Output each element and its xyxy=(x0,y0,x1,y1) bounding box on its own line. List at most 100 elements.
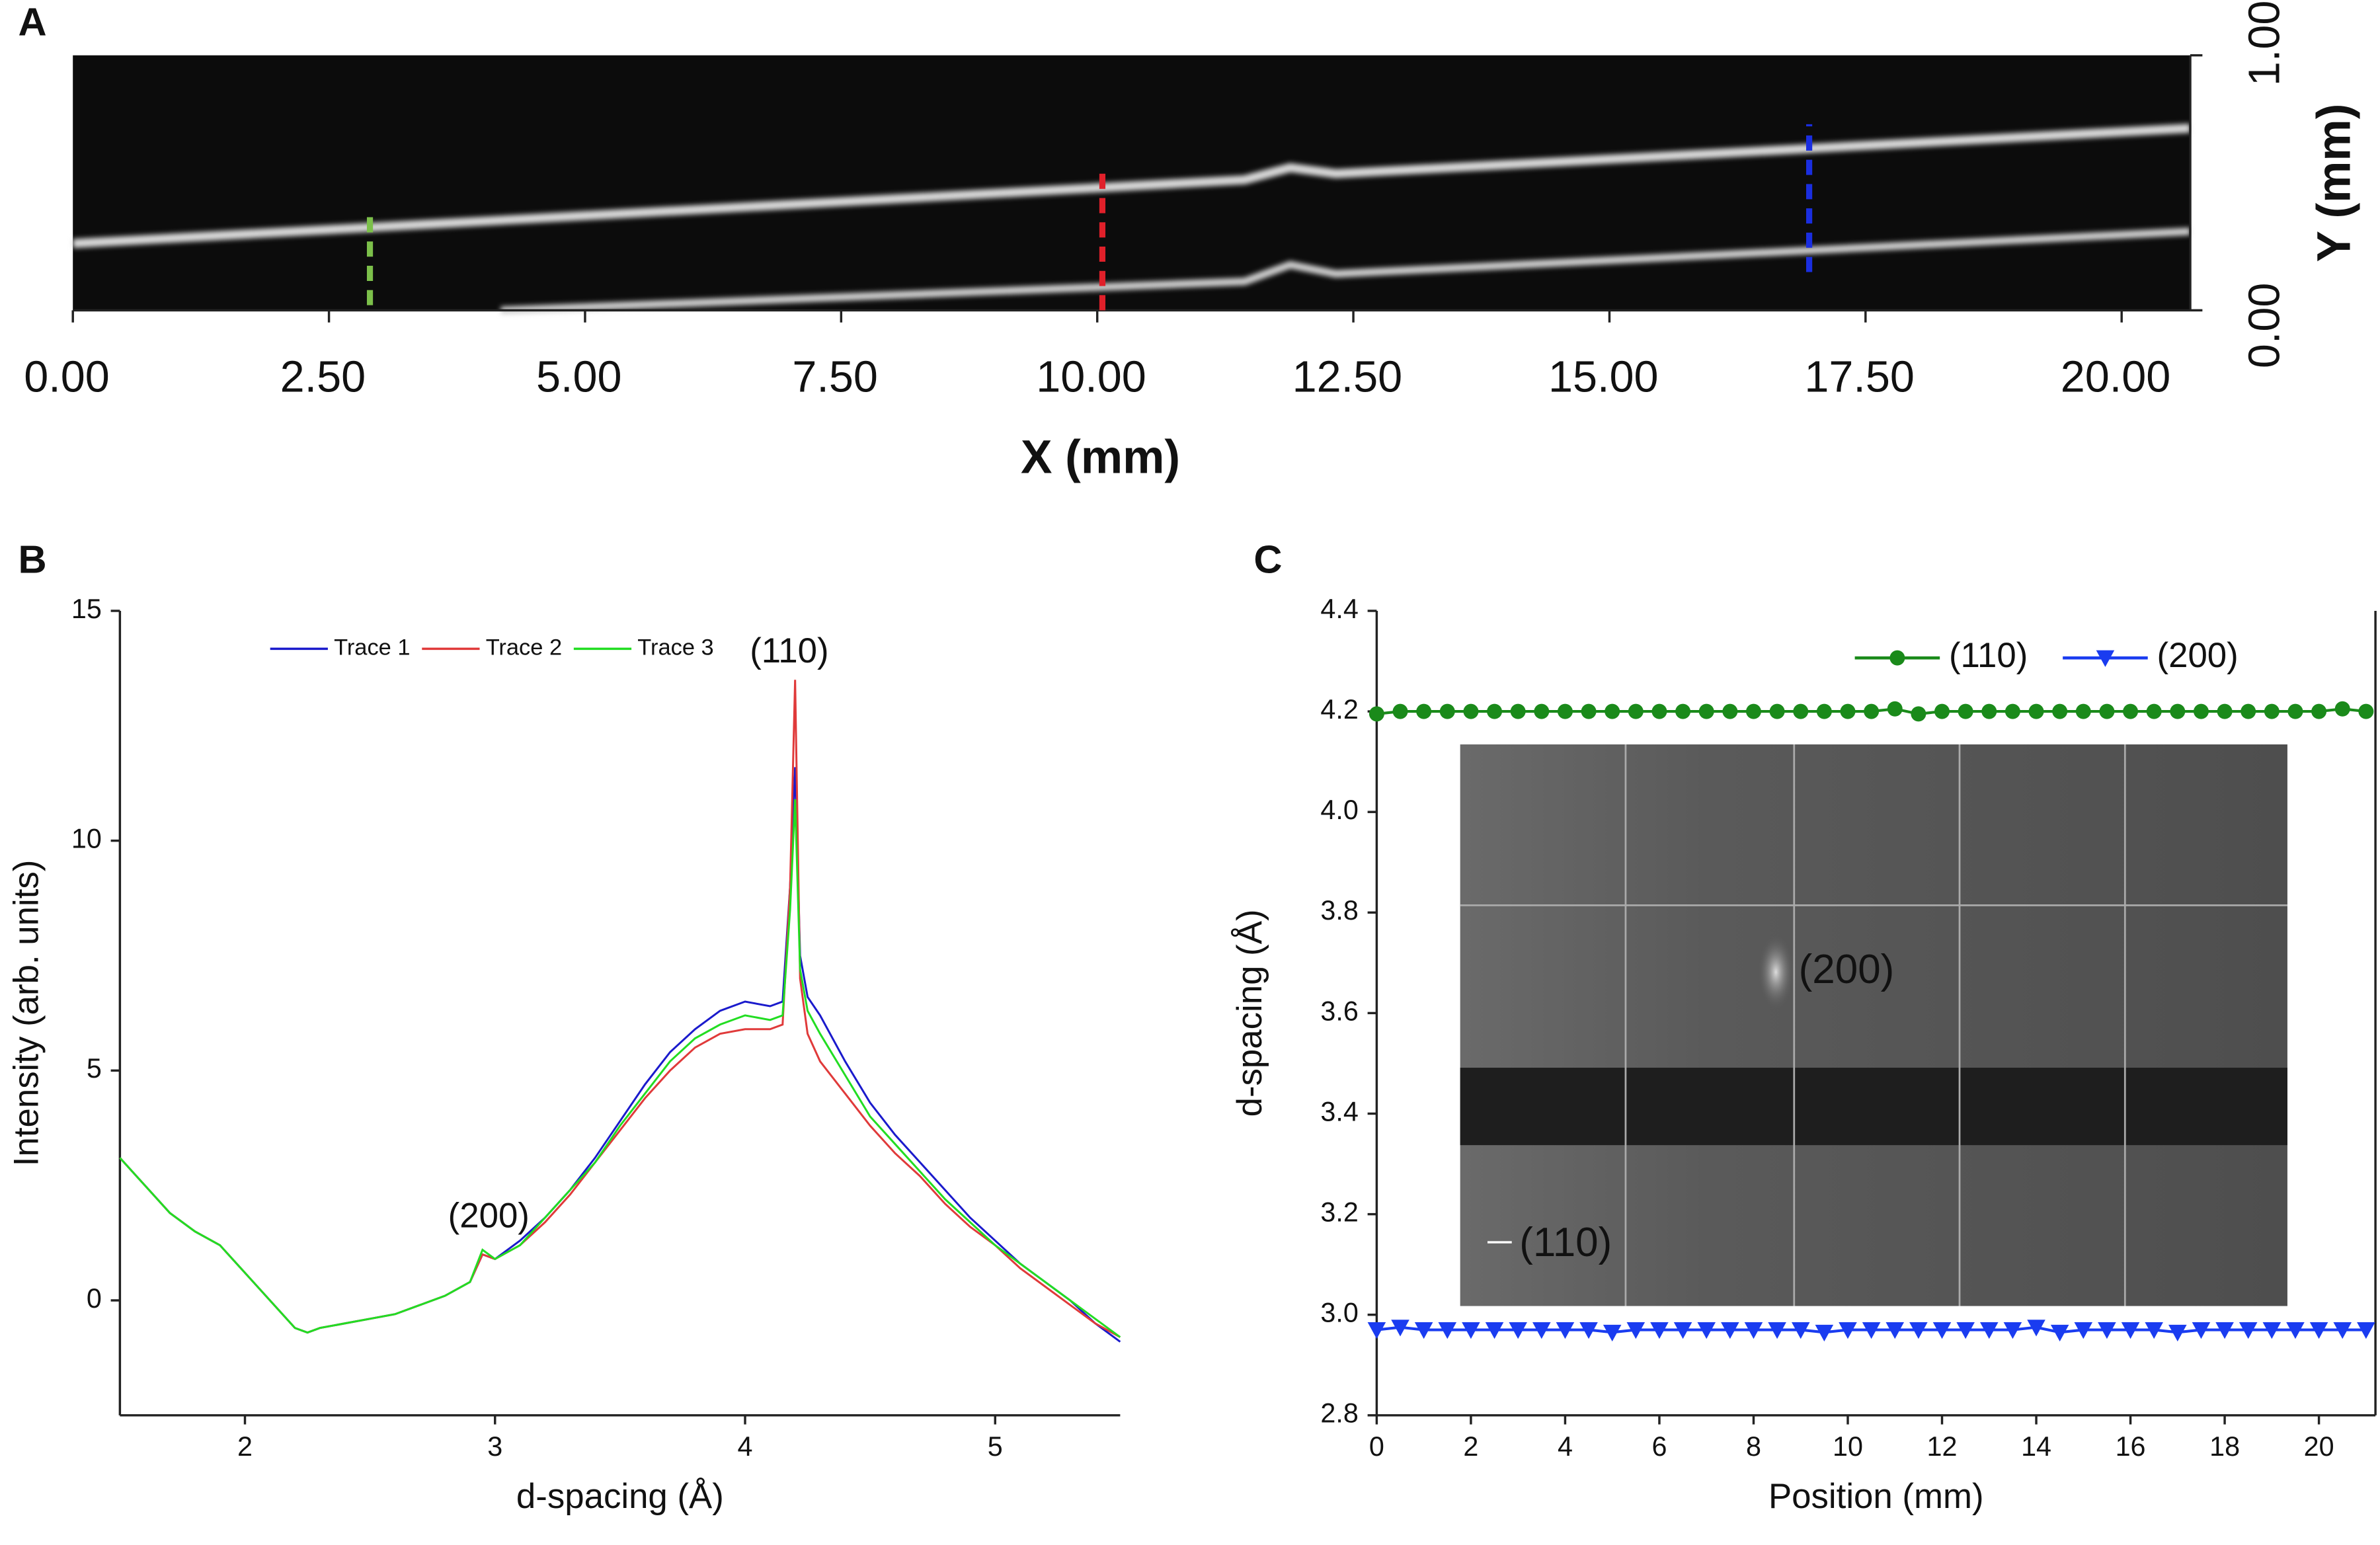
y-axis-title: d-spacing (Å) xyxy=(1230,909,1269,1117)
data-point xyxy=(1675,703,1691,719)
annotation: (200) xyxy=(1799,947,1895,992)
data-point xyxy=(1698,703,1714,719)
data-point xyxy=(1744,1322,1763,1339)
data-point xyxy=(1885,1322,1905,1339)
data-point xyxy=(1651,703,1667,719)
legend-label: (110) xyxy=(1949,636,2028,675)
data-point xyxy=(1793,703,1809,719)
data-point xyxy=(1887,701,1903,717)
y-tick-label: 3.8 xyxy=(1320,895,1358,926)
data-point xyxy=(1932,1322,1952,1339)
x-tick-label: 0 xyxy=(1369,1431,1384,1462)
data-point xyxy=(2193,703,2209,719)
data-point xyxy=(1958,703,1973,719)
x-tick-label: 2 xyxy=(1463,1431,1478,1462)
x-tick-label: 14 xyxy=(2021,1431,2051,1462)
x-axis-title: Position (mm) xyxy=(1768,1477,1984,1516)
x-tick-label: 5.00 xyxy=(536,353,622,402)
y-tick-label: 5 xyxy=(87,1053,102,1084)
data-point xyxy=(1934,703,1950,719)
data-point xyxy=(2287,703,2303,719)
x-axis-title: d-spacing (Å) xyxy=(516,1477,724,1516)
data-point xyxy=(2003,1322,2022,1339)
y-tick-label: 1.00 xyxy=(2241,1,2289,87)
data-point xyxy=(2146,703,2162,719)
legend-marker xyxy=(1889,650,1905,666)
data-point xyxy=(1579,1322,1598,1339)
x-tick-label: 17.50 xyxy=(1804,353,1915,402)
data-point xyxy=(1768,1322,1786,1339)
x-tick-label: 4 xyxy=(738,1431,753,1462)
x-tick-label: 2 xyxy=(237,1431,253,1462)
series-line xyxy=(119,680,1121,1338)
annotation: (110) xyxy=(1519,1220,1612,1265)
x-tick-label: 0.00 xyxy=(24,353,110,402)
data-point xyxy=(1556,1322,1575,1339)
data-point xyxy=(2050,1324,2069,1342)
data-point xyxy=(1416,703,1432,719)
data-point xyxy=(1628,703,1644,719)
series-line xyxy=(119,799,1121,1338)
data-point xyxy=(2215,1322,2234,1339)
data-point xyxy=(1439,703,1455,719)
y-tick-label: 4.2 xyxy=(1320,694,1358,725)
x-tick-label: 18 xyxy=(2209,1431,2240,1462)
data-point xyxy=(2099,703,2115,719)
y-tick-label: 2.8 xyxy=(1320,1398,1358,1429)
data-point xyxy=(1485,1322,1504,1339)
data-point xyxy=(1391,1320,1409,1337)
data-point xyxy=(1557,703,1573,719)
data-point xyxy=(1911,706,1926,722)
panel-label: C xyxy=(1253,537,1282,581)
legend-label: (200) xyxy=(2157,636,2239,675)
data-point xyxy=(2262,1322,2281,1339)
data-point xyxy=(1862,1322,1881,1339)
x-tick-label: 15.00 xyxy=(1548,353,1659,402)
y-tick-label: 3.4 xyxy=(1320,1096,1358,1127)
data-point xyxy=(1626,1322,1646,1339)
y-tick-label: 0.00 xyxy=(2241,283,2289,369)
data-point xyxy=(2074,1322,2093,1339)
data-point xyxy=(2170,703,2186,719)
data-point xyxy=(2311,703,2327,719)
data-point xyxy=(1368,706,1384,722)
legend-label: Trace 1 xyxy=(334,635,410,660)
x-tick-label: 10 xyxy=(1833,1431,1863,1462)
x-tick-label: 16 xyxy=(2116,1431,2146,1462)
x-tick-label: 12.50 xyxy=(1292,353,1403,402)
data-point xyxy=(1487,703,1503,719)
data-point xyxy=(1367,1322,1386,1339)
data-point xyxy=(1697,1322,1716,1339)
data-point xyxy=(1603,1324,1622,1342)
data-point xyxy=(2004,703,2020,719)
y-tick-label: 4.0 xyxy=(1320,795,1358,825)
data-point xyxy=(1956,1322,1975,1339)
x-tick-label: 10.00 xyxy=(1036,353,1146,402)
y-tick-label: 10 xyxy=(71,824,102,854)
x-tick-label: 6 xyxy=(1651,1431,1667,1462)
y-tick-label: 0 xyxy=(87,1283,102,1314)
x-tick-label: 20.00 xyxy=(2061,353,2171,402)
data-point xyxy=(1462,1322,1480,1339)
y-axis-title: Y (mm) xyxy=(2309,104,2361,262)
legend-marker xyxy=(2096,650,2115,667)
data-point xyxy=(2168,1324,2187,1342)
data-point xyxy=(1769,703,1785,719)
data-point xyxy=(1438,1322,1457,1339)
data-point xyxy=(2098,1322,2116,1339)
data-point xyxy=(1510,703,1526,719)
x-tick-label: 8 xyxy=(1746,1431,1761,1462)
y-tick-label: 4.4 xyxy=(1320,594,1358,624)
data-point xyxy=(2358,703,2374,719)
data-point xyxy=(1463,703,1479,719)
legend-label: Trace 3 xyxy=(637,635,713,660)
data-point xyxy=(1392,703,1408,719)
data-point xyxy=(2027,1320,2045,1337)
x-tick-label: 5 xyxy=(988,1431,1003,1462)
data-point xyxy=(2028,703,2044,719)
x-axis-title: X (mm) xyxy=(1021,431,1180,483)
y-axis-title: Intensity (arb. units) xyxy=(7,860,46,1167)
annotation: (110) xyxy=(750,631,828,670)
